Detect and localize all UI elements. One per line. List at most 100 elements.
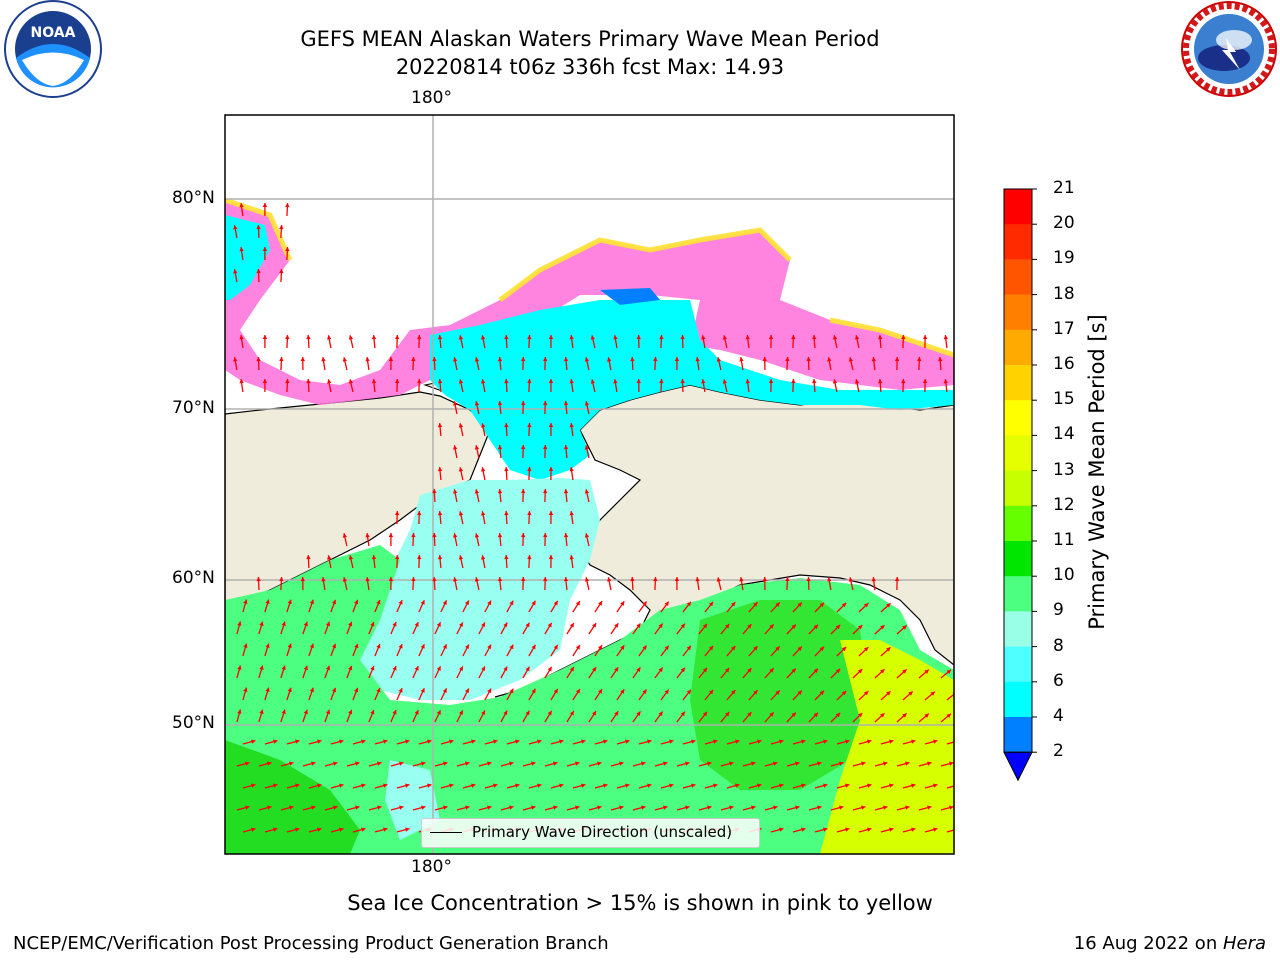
wave-arrow-head bbox=[321, 357, 326, 362]
wave-arrow-head bbox=[437, 555, 443, 560]
wave-arrow-head bbox=[569, 423, 574, 428]
wave-arrow-head bbox=[863, 647, 869, 652]
colorbar bbox=[1003, 188, 1037, 782]
wave-arrow-head bbox=[265, 687, 270, 693]
wave-arrow-head bbox=[813, 668, 818, 674]
wave-arrow-head bbox=[806, 577, 811, 582]
wave-arrow-head bbox=[327, 335, 332, 340]
wave-arrow-head bbox=[663, 805, 668, 810]
wave-arrow-head bbox=[509, 600, 514, 606]
wave-arrow-head bbox=[889, 739, 894, 744]
wave-arrow-head bbox=[458, 423, 464, 428]
wave-arrow-head bbox=[686, 601, 691, 607]
wave-arrow-head bbox=[392, 710, 397, 715]
wave-arrow-head bbox=[262, 335, 268, 340]
wave-arrow-head bbox=[436, 622, 441, 627]
wave-arrow-head bbox=[902, 669, 907, 674]
wave-arrow-head bbox=[708, 645, 714, 651]
wave-arrow-head bbox=[371, 555, 377, 560]
wave-arrow-head bbox=[922, 335, 928, 340]
wave-arrow-head bbox=[376, 687, 381, 693]
wave-arrow-head bbox=[377, 761, 382, 766]
colorbar-tick-label: 12 bbox=[1053, 494, 1075, 515]
wave-arrow-head bbox=[331, 687, 337, 693]
wave-arrow-head bbox=[436, 666, 441, 671]
wave-arrow-head bbox=[659, 335, 664, 340]
colorbar-tick-label: 10 bbox=[1053, 565, 1075, 586]
wave-arrow-head bbox=[724, 712, 730, 717]
wave-arrow-head bbox=[300, 357, 305, 362]
wave-arrow-head bbox=[584, 445, 590, 450]
wave-arrow-head bbox=[354, 643, 359, 649]
wave-arrow-head bbox=[474, 401, 480, 406]
wave-arrow-head bbox=[553, 688, 558, 694]
wave-arrow-head bbox=[355, 761, 360, 766]
wave-arrow-head bbox=[474, 577, 480, 582]
wave-arrow-head bbox=[686, 645, 691, 651]
wave-arrow-head bbox=[614, 711, 619, 716]
wave-arrow-head bbox=[493, 783, 498, 788]
wave-arrow-head bbox=[432, 533, 437, 538]
wave-arrow-head bbox=[553, 761, 558, 766]
wave-arrow-head bbox=[933, 783, 938, 788]
wave-arrow-head bbox=[543, 401, 548, 406]
wave-arrow-head bbox=[680, 335, 685, 340]
wave-arrow-head bbox=[591, 711, 597, 716]
wave-arrow-head bbox=[503, 622, 508, 628]
wave-arrow-head bbox=[237, 621, 242, 626]
colorbar-tick-label: 6 bbox=[1053, 670, 1064, 691]
wave-arrow-head bbox=[614, 667, 619, 672]
wave-arrow-head bbox=[812, 335, 817, 340]
wave-arrow-head bbox=[795, 761, 800, 766]
wave-arrow-head bbox=[880, 713, 885, 718]
wave-arrow-head bbox=[520, 577, 526, 582]
wave-arrow-head bbox=[735, 739, 740, 744]
wave-arrow-head bbox=[458, 467, 464, 472]
wave-arrow-head bbox=[420, 688, 425, 693]
wave-arrow-head bbox=[620, 601, 625, 606]
wave-arrow-head bbox=[339, 783, 344, 788]
wave-arrow-head bbox=[848, 577, 854, 582]
wave-arrow-head bbox=[598, 645, 603, 650]
wave-arrow-head bbox=[481, 467, 486, 472]
wave-arrow-head bbox=[348, 335, 354, 340]
colorbar-segment bbox=[1004, 576, 1032, 612]
wave-arrow-head bbox=[474, 533, 480, 538]
wave-arrow-head bbox=[702, 623, 708, 629]
wave-arrow-head bbox=[695, 577, 700, 582]
colorbar-segment bbox=[1004, 505, 1032, 542]
wave-arrow-head bbox=[245, 805, 250, 810]
wave-arrow-head bbox=[878, 379, 883, 384]
wave-arrow-head bbox=[686, 689, 691, 695]
wave-arrow-head bbox=[417, 511, 422, 516]
wave-arrow-head bbox=[680, 667, 685, 673]
wave-arrow-head bbox=[239, 247, 244, 252]
wave-arrow-head bbox=[327, 555, 332, 560]
wave-arrow-head bbox=[731, 602, 736, 607]
wave-arrow-head bbox=[801, 739, 806, 744]
wave-arrow-head bbox=[664, 645, 669, 651]
colorbar-tick-label: 13 bbox=[1053, 459, 1075, 480]
wave-arrow-head bbox=[955, 740, 959, 744]
lon-label-bottom: 180° bbox=[411, 857, 452, 877]
wave-arrow-head bbox=[620, 689, 625, 694]
wave-arrow-head bbox=[695, 357, 700, 362]
wave-arrow-head bbox=[285, 203, 290, 208]
wave-arrow-head bbox=[325, 621, 331, 627]
colorbar-segment bbox=[1004, 646, 1032, 683]
wave-arrow-head bbox=[584, 533, 590, 538]
wave-arrow-head bbox=[405, 739, 410, 744]
wave-arrow-head bbox=[285, 247, 290, 252]
map-frame bbox=[224, 114, 955, 855]
wave-arrow-head bbox=[769, 712, 774, 717]
wave-arrow-head bbox=[527, 467, 532, 472]
wave-arrow-head bbox=[465, 600, 469, 605]
wave-arrow-head bbox=[769, 624, 774, 629]
colorbar-tick-label: 19 bbox=[1053, 248, 1075, 269]
wave-arrow-head bbox=[453, 577, 458, 582]
wave-arrow-head bbox=[233, 225, 238, 230]
wave-arrow-head bbox=[867, 827, 872, 832]
chart-title: GEFS MEAN Alaskan Waters Primary Wave Me… bbox=[300, 27, 880, 51]
wave-arrow-head bbox=[839, 761, 844, 766]
